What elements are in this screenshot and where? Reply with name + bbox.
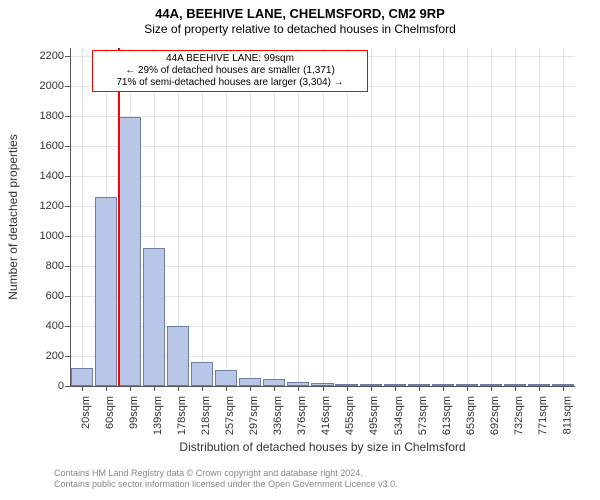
annotation-line: 71% of semi-detached houses are larger (… [99,77,361,89]
bar [167,326,189,386]
y-axis-label: Number of detached properties [6,134,20,299]
ytick-label: 1000 [40,230,64,242]
footer-line-2: Contains public sector information licen… [54,479,398,490]
ytick-label: 200 [46,350,64,362]
gridline-vertical [82,48,83,386]
bar [215,370,237,386]
bar [143,248,165,386]
gridline-vertical [226,48,227,386]
gridline-vertical [298,48,299,386]
ytick-label: 1400 [40,170,64,182]
gridline-vertical [250,48,251,386]
ytick-label: 600 [46,290,64,302]
gridline-vertical [563,48,564,386]
y-axis-line [70,48,71,386]
ytick-label: 800 [46,260,64,272]
gridline-vertical [515,48,516,386]
bar [71,368,93,386]
chart-container: 44A, BEEHIVE LANE, CHELMSFORD, CM2 9RP S… [0,0,600,500]
gridline-vertical [443,48,444,386]
gridline-vertical [371,48,372,386]
ytick-label: 2000 [40,80,64,92]
gridline-vertical [323,48,324,386]
gridline-vertical [202,48,203,386]
bar [263,379,285,387]
ytick-label: 1600 [40,140,64,152]
bar [191,362,213,386]
plot-area: 0200400600800100012001400160018002000220… [70,48,575,386]
ytick-label: 400 [46,320,64,332]
gridline-vertical [539,48,540,386]
chart-title: 44A, BEEHIVE LANE, CHELMSFORD, CM2 9RP [0,0,600,22]
ytick-label: 2200 [40,50,64,62]
bar [239,378,261,386]
annotation-line: ← 29% of detached houses are smaller (1,… [99,65,361,77]
annotation-box: 44A BEEHIVE LANE: 99sqm← 29% of detached… [92,50,368,92]
ytick-label: 1800 [40,110,64,122]
gridline-vertical [395,48,396,386]
bar [95,197,117,386]
marker-line [118,48,120,386]
chart-subtitle: Size of property relative to detached ho… [0,22,600,37]
footer-line-1: Contains HM Land Registry data © Crown c… [54,468,398,479]
x-axis-label: Distribution of detached houses by size … [179,440,465,454]
gridline-vertical [419,48,420,386]
ytick-label: 0 [58,380,64,392]
x-axis-line [70,386,575,387]
ytick-label: 1200 [40,200,64,212]
footer-attribution: Contains HM Land Registry data © Crown c… [54,468,398,491]
gridline-vertical [467,48,468,386]
gridline-vertical [347,48,348,386]
bar [119,117,141,386]
gridline-vertical [491,48,492,386]
gridline-vertical [274,48,275,386]
annotation-line: 44A BEEHIVE LANE: 99sqm [99,53,361,65]
